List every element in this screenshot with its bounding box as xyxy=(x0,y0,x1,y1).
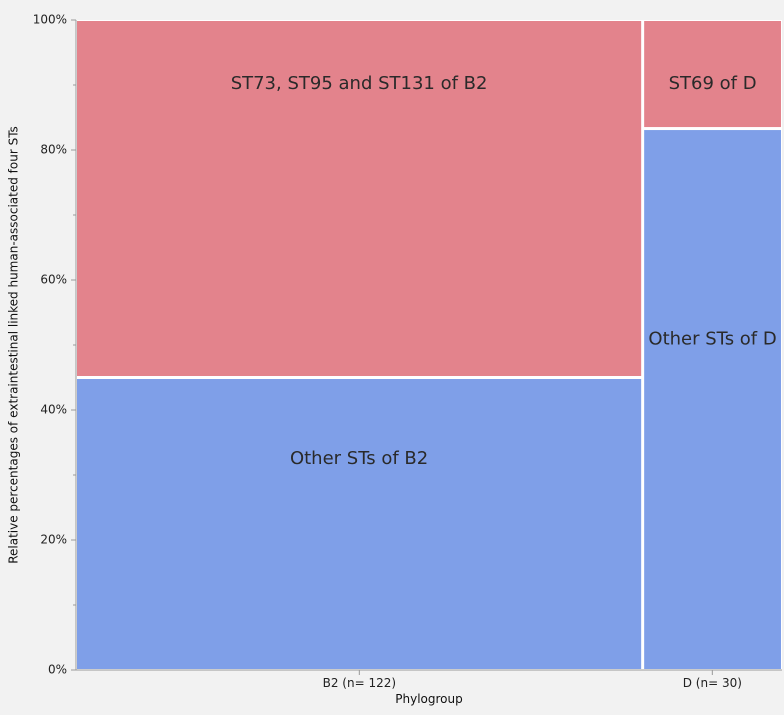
segment-label-st73-st95-and-st131-of-b2: ST73, ST95 and ST131 of B2 xyxy=(231,73,488,94)
y-tick-label: 0% xyxy=(48,663,67,677)
segment-label-other-sts-of-b2: Other STs of B2 xyxy=(290,448,428,469)
segment-other-sts-of-d xyxy=(644,130,781,670)
segment-label-st69-of-d: ST69 of D xyxy=(669,73,757,94)
y-tick-label: 100% xyxy=(33,13,67,27)
segment-label-other-sts-of-d: Other STs of D xyxy=(648,329,776,350)
y-axis-title: Relative percentages of extraintestinal … xyxy=(7,126,21,564)
segment-other-sts-of-b2 xyxy=(77,379,642,669)
y-tick-label: 20% xyxy=(40,533,67,547)
x-tick-label: B2 (n= 122) xyxy=(323,676,396,690)
segment-st73-st95-and-st131-of-b2 xyxy=(77,21,642,376)
segments-group: Other STs of B2 ST73, ST95 and ST131 of B… xyxy=(76,20,782,670)
x-axis-title: Phylogroup xyxy=(395,692,462,706)
segment-st69-of-d xyxy=(644,21,781,128)
x-tick-label: D (n= 30) xyxy=(683,676,742,690)
y-tick-label: 40% xyxy=(40,403,67,417)
y-tick-label: 80% xyxy=(40,143,67,157)
y-tick-label: 60% xyxy=(40,273,67,287)
y-ticks-group: 0% 20% 40% 60% 80% 100% xyxy=(33,13,76,677)
x-ticks-group: B2 (n= 122) D (n= 30) xyxy=(323,670,742,690)
